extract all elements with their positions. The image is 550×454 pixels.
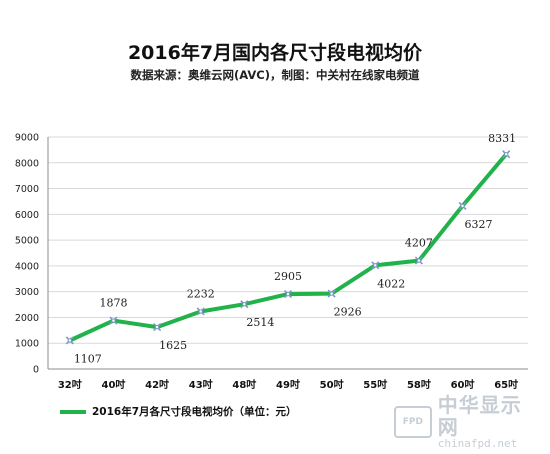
y-tick-label: 7000 <box>15 184 39 195</box>
watermark-name: 中华显示网 <box>437 392 522 439</box>
y-tick-label: 6000 <box>15 210 39 221</box>
x-tick-label: 48吋 <box>232 378 256 391</box>
legend-label: 2016年7月各尺寸段电视均价（单位：元） <box>92 406 297 418</box>
data-point <box>502 150 511 159</box>
y-tick-label: 1000 <box>15 339 39 350</box>
data-point <box>371 261 380 270</box>
y-tick-label: 3000 <box>15 287 39 298</box>
marker-center <box>285 292 290 297</box>
data-point <box>240 300 249 309</box>
data-point <box>458 201 467 210</box>
data-label: 1107 <box>74 352 102 365</box>
data-label: 2926 <box>334 306 362 319</box>
marker-center <box>373 263 378 268</box>
x-tick-label: 40吋 <box>101 378 125 391</box>
marker-center <box>329 291 334 296</box>
data-point <box>109 316 118 325</box>
data-label: 2232 <box>187 287 215 300</box>
data-point <box>414 256 423 265</box>
marker-center <box>67 338 72 343</box>
chart-title: 2016年7月国内各尺寸段电视均价 <box>127 42 423 64</box>
data-point <box>196 307 205 316</box>
data-label: 2905 <box>274 270 302 283</box>
legend: 2016年7月各尺寸段电视均价（单位：元） <box>60 404 297 419</box>
x-tick-label: 60吋 <box>451 378 475 391</box>
x-tick-label: 49吋 <box>276 378 300 391</box>
gridlines <box>48 136 528 344</box>
data-label: 6327 <box>465 218 493 231</box>
legend-swatch <box>60 409 86 414</box>
data-point <box>153 323 162 332</box>
x-tick-label: 50吋 <box>320 378 344 391</box>
data-labels: 1107 1878 1625 2232 2514 2905 2926 4022 4207 6327… <box>74 132 516 365</box>
series-line-path <box>67 152 509 343</box>
data-point <box>327 289 336 298</box>
y-axis-ticks: 0 1000 2000 3000 4000 5000 6000 7000 8000 9000 <box>15 133 39 376</box>
marker-center <box>504 152 509 157</box>
marker-center <box>242 302 247 307</box>
x-tick-label: 55吋 <box>363 378 387 391</box>
axes <box>47 137 528 370</box>
watermark-url: chinafpd.net <box>437 436 518 450</box>
watermark-logo: FPD 中华显示网 chinafpd.net <box>394 394 542 450</box>
x-tick-label: 42吋 <box>145 378 169 391</box>
data-markers <box>65 150 511 345</box>
data-label: 4022 <box>377 277 405 290</box>
y-tick-label: 2000 <box>15 313 39 324</box>
y-tick-label: 5000 <box>15 236 39 247</box>
data-label: 8331 <box>488 132 516 145</box>
marker-center <box>111 318 116 323</box>
y-tick-label: 4000 <box>15 261 39 272</box>
data-label: 4207 <box>405 237 433 250</box>
y-tick-label: 8000 <box>15 158 39 169</box>
y-tick-label: 0 <box>33 365 39 376</box>
watermark-badge: FPD <box>394 406 432 438</box>
data-label: 1878 <box>99 297 127 310</box>
marker-center <box>198 309 203 314</box>
data-label: 2514 <box>246 316 274 329</box>
x-tick-label: 32吋 <box>58 378 82 391</box>
x-axis-ticks: 32吋 40吋 42吋 43吋 48吋 49吋 50吋 55吋 58吋 60吋 65吋 <box>58 378 518 391</box>
x-tick-label: 58吋 <box>407 378 431 391</box>
x-tick-label: 65吋 <box>494 378 518 391</box>
marker-center <box>416 258 421 263</box>
x-tick-label: 43吋 <box>189 378 213 391</box>
marker-center <box>460 203 465 208</box>
data-label: 1625 <box>159 339 187 352</box>
data-point <box>283 290 293 299</box>
y-tick-label: 9000 <box>15 133 39 144</box>
marker-center <box>155 325 160 330</box>
watermark-text: 中华显示网 chinafpd.net <box>438 394 542 450</box>
data-point <box>65 336 74 345</box>
chart-subtitle: 数据来源：奥维云网(AVC)，制图：中关村在线家电频道 <box>130 68 420 82</box>
series-line <box>67 152 509 343</box>
